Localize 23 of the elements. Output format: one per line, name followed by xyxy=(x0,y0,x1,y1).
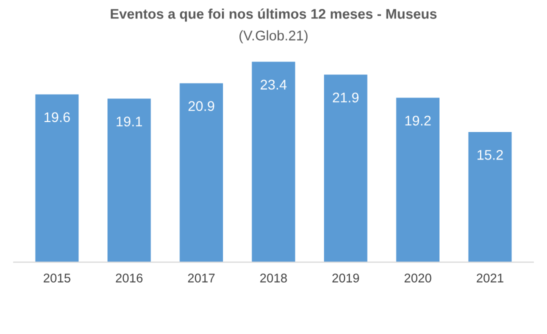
x-tick-label: 2017 xyxy=(188,274,215,282)
data-label: 19.1 xyxy=(116,116,142,126)
bar xyxy=(252,62,296,262)
bar xyxy=(468,132,512,262)
data-label: 15.2 xyxy=(478,150,503,160)
data-label: 19.6 xyxy=(44,112,70,122)
chart-subtitle: (V.Glob.21) xyxy=(239,30,308,44)
x-tick-label: 2020 xyxy=(404,274,432,282)
x-tick-label: 2019 xyxy=(332,274,359,282)
bar xyxy=(324,74,368,262)
data-label: 21.9 xyxy=(332,92,359,102)
data-label: 20.9 xyxy=(188,101,214,112)
x-tick-label: 2018 xyxy=(260,274,287,282)
bar xyxy=(108,98,151,262)
data-label: 19.2 xyxy=(405,116,431,126)
data-label: 23.4 xyxy=(260,80,287,90)
bar xyxy=(396,98,440,262)
x-tick-label: 2016 xyxy=(116,274,143,282)
bar xyxy=(180,83,223,262)
x-tick-label: 2015 xyxy=(44,274,70,282)
bar xyxy=(35,94,79,262)
x-tick-label: 2021 xyxy=(476,274,504,282)
chart-title: Eventos a que foi nos últimos 12 meses - Museus xyxy=(110,8,437,22)
